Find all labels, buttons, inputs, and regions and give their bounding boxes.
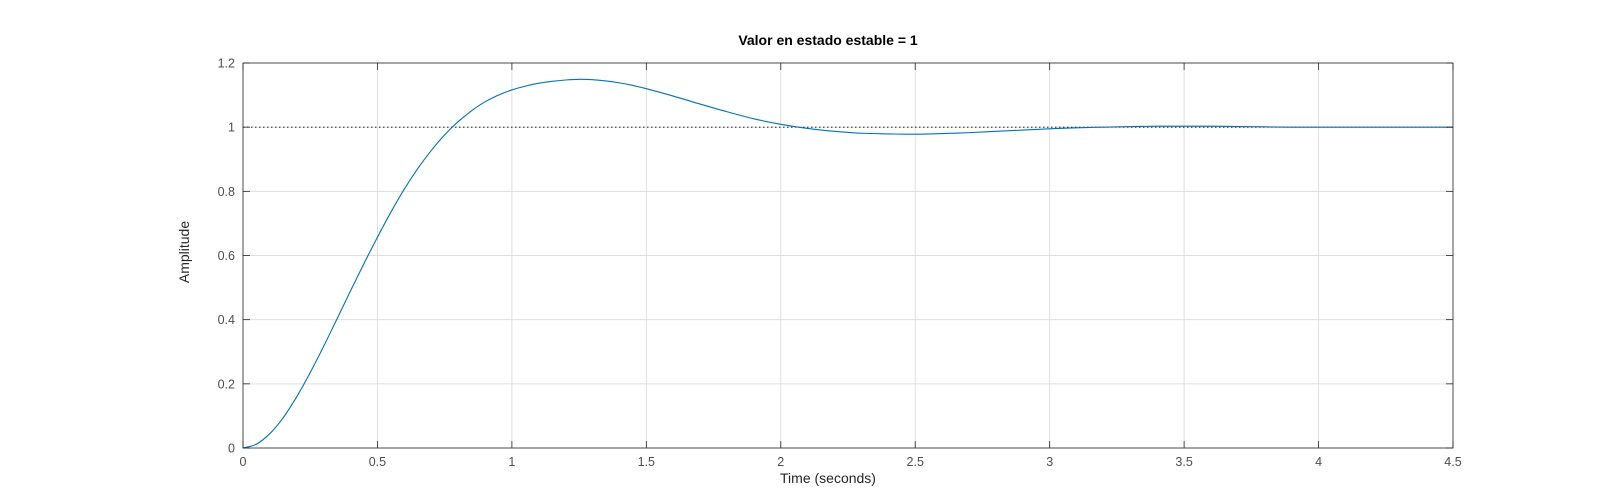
chart-title: Valor en estado estable = 1 bbox=[738, 32, 918, 48]
x-tick-label: 2.5 bbox=[907, 455, 924, 469]
y-tick-label: 0.4 bbox=[218, 313, 235, 327]
y-tick-label: 0 bbox=[228, 442, 235, 456]
y-tick-label: 1 bbox=[228, 121, 235, 135]
x-tick-label: 1 bbox=[508, 455, 515, 469]
step-response-line bbox=[242, 78, 1453, 449]
x-tick-label: 4 bbox=[1315, 455, 1322, 469]
x-tick-label: 0 bbox=[240, 455, 247, 469]
x-tick-label: 4.5 bbox=[1444, 455, 1461, 469]
y-tick-label: 0.8 bbox=[218, 185, 235, 199]
x-tick-label: 1.5 bbox=[638, 455, 655, 469]
x-tick-label: 3.5 bbox=[1175, 455, 1192, 469]
x-tick-label: 2 bbox=[777, 455, 784, 469]
y-tick-label: 0.2 bbox=[218, 377, 235, 391]
x-tick-label: 0.5 bbox=[369, 455, 386, 469]
y-tick-label: 0.6 bbox=[218, 249, 235, 263]
y-tick-label: 1.2 bbox=[218, 57, 235, 71]
x-tick-label: 3 bbox=[1046, 455, 1053, 469]
tick-layer: 0 0.5 1 1.5 2 2.5 3 3.5 4 4.5 0 0.2 0.4 0.6 0.8 1 1.2 bbox=[218, 57, 1462, 470]
y-axis-label: Amplitude bbox=[176, 221, 192, 283]
x-axis-label: Time (seconds) bbox=[780, 470, 876, 486]
